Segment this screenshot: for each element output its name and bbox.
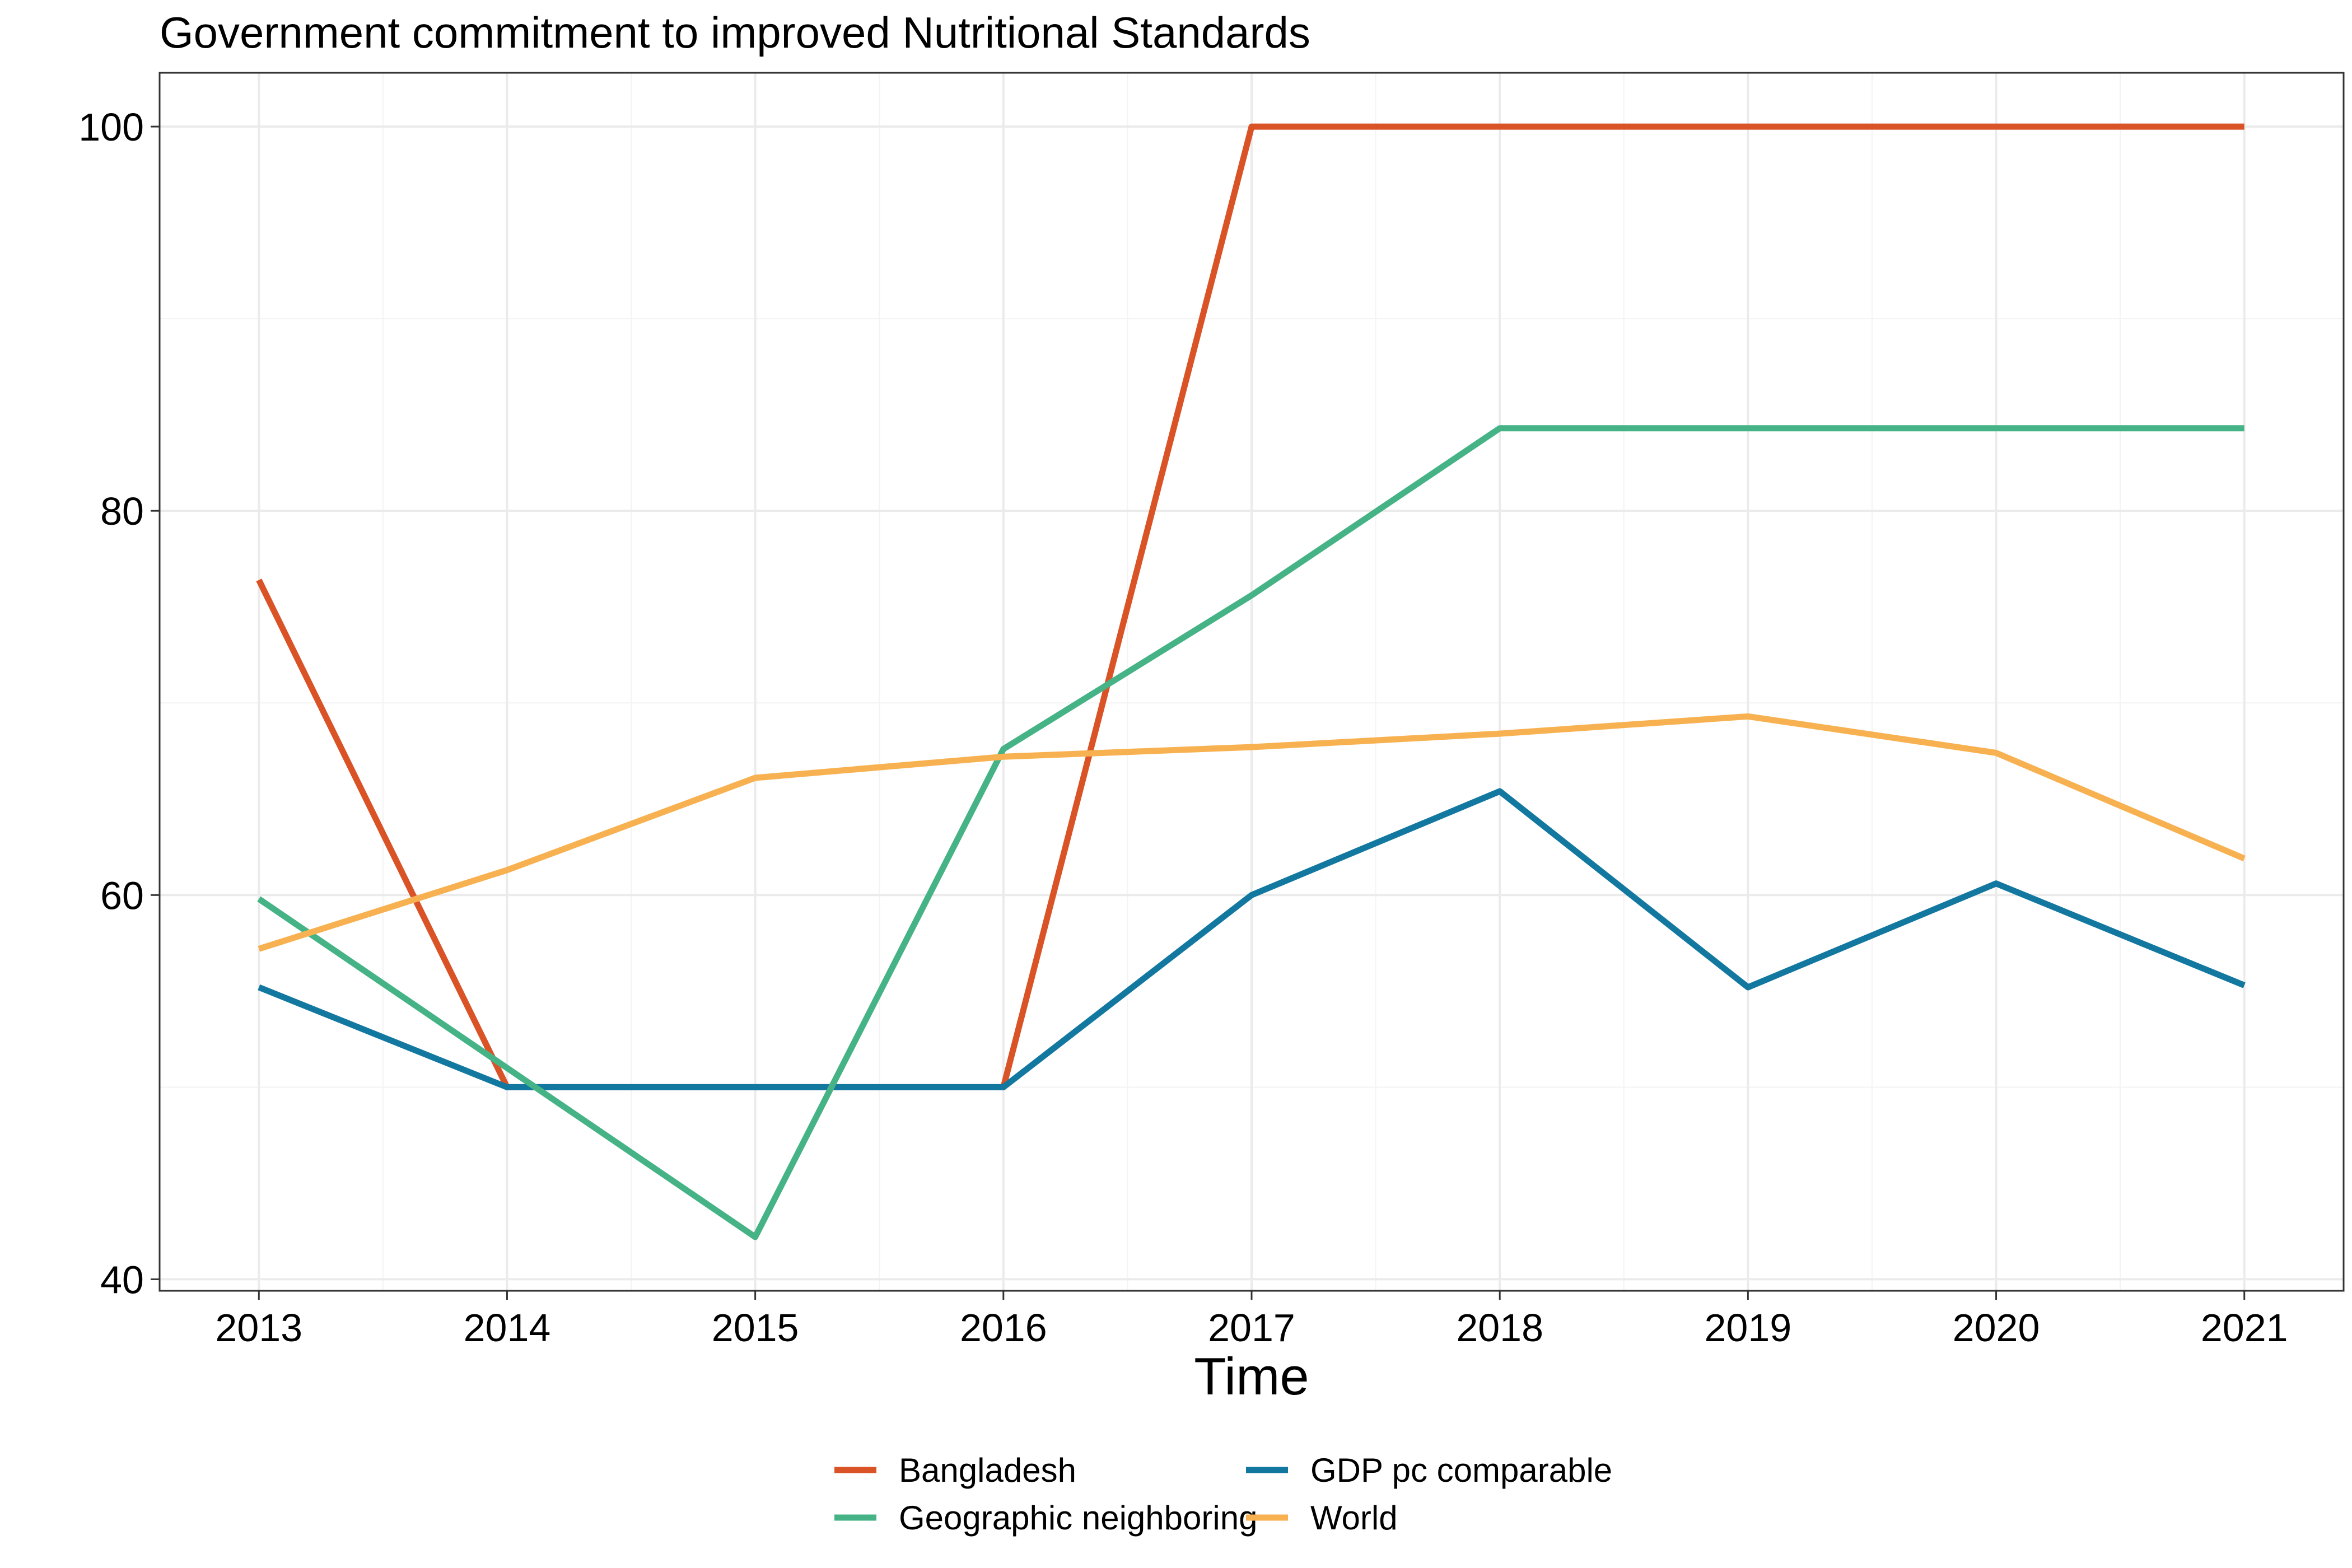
- y-axis: 40 60 80 100: [78, 105, 160, 1301]
- x-tick-label: 2019: [1704, 1306, 1791, 1350]
- y-tick-label: 100: [78, 105, 144, 149]
- legend-label-geographic-neighboring: Geographic neighboring: [899, 1499, 1257, 1537]
- legend: Bangladesh GDP pc comparable Geographic ne…: [834, 1452, 1612, 1537]
- series-line-world: [258, 713, 2246, 952]
- x-tick-label: 2015: [712, 1306, 799, 1350]
- x-tick-label: 2016: [960, 1306, 1047, 1350]
- series-line-gdp-pc-comparable: [258, 788, 2246, 1090]
- y-tick-label: 60: [100, 874, 144, 917]
- x-tick-label: 2021: [2201, 1306, 2288, 1350]
- major-grid: [160, 73, 2344, 1291]
- legend-label-gdp-pc-comparable: GDP pc comparable: [1310, 1452, 1612, 1489]
- legend-label-world: World: [1310, 1499, 1398, 1537]
- legend-label-bangladesh: Bangladesh: [899, 1452, 1076, 1489]
- y-tick-label: 40: [100, 1258, 144, 1301]
- x-tick-label: 2014: [464, 1306, 551, 1350]
- y-tick-label: 80: [100, 489, 144, 533]
- series-lines: [256, 123, 2246, 1240]
- series-line-geographic-neighboring: [257, 425, 2244, 1240]
- x-tick-label: 2018: [1456, 1306, 1543, 1350]
- x-axis: 2013 2014 2015 2016 2017 2018 2019 2020 2021: [215, 1291, 2288, 1350]
- x-axis-title: Time: [1194, 1347, 1309, 1406]
- x-tick-label: 2020: [1953, 1306, 2040, 1350]
- x-tick-label: 2013: [215, 1306, 302, 1350]
- chart-title: Government commitment to improved Nutrit…: [160, 8, 1310, 57]
- x-tick-label: 2017: [1208, 1306, 1295, 1350]
